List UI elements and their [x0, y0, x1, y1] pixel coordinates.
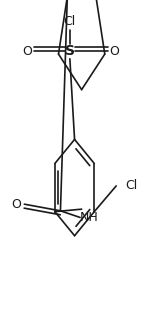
Text: O: O	[11, 198, 21, 211]
Text: Cl: Cl	[126, 179, 138, 193]
Text: S: S	[65, 44, 75, 58]
Text: Cl: Cl	[64, 15, 76, 28]
Text: O: O	[22, 45, 32, 58]
Text: NH: NH	[79, 211, 98, 224]
Text: O: O	[110, 45, 119, 58]
